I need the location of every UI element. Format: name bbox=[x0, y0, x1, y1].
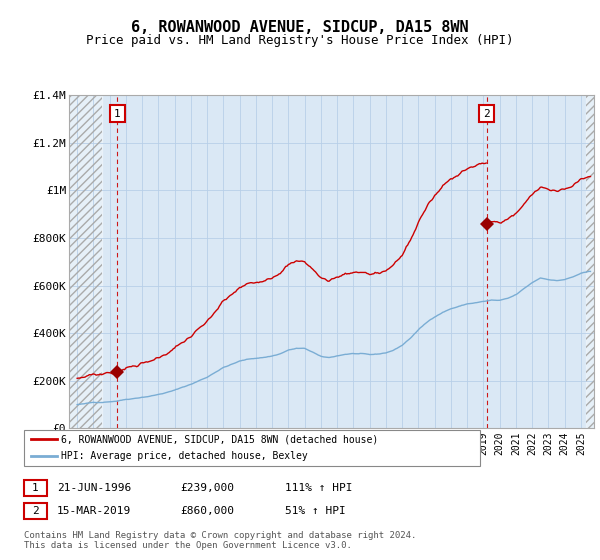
Text: £860,000: £860,000 bbox=[180, 506, 234, 516]
Text: £239,000: £239,000 bbox=[180, 483, 234, 493]
Text: Price paid vs. HM Land Registry's House Price Index (HPI): Price paid vs. HM Land Registry's House … bbox=[86, 34, 514, 46]
Text: 1: 1 bbox=[32, 483, 39, 493]
Text: 15-MAR-2019: 15-MAR-2019 bbox=[57, 506, 131, 516]
Text: 6, ROWANWOOD AVENUE, SIDCUP, DA15 8WN (detached house): 6, ROWANWOOD AVENUE, SIDCUP, DA15 8WN (d… bbox=[61, 435, 379, 444]
Text: 2: 2 bbox=[484, 109, 490, 119]
Text: 6, ROWANWOOD AVENUE, SIDCUP, DA15 8WN: 6, ROWANWOOD AVENUE, SIDCUP, DA15 8WN bbox=[131, 20, 469, 35]
Text: 1: 1 bbox=[114, 109, 121, 119]
Text: Contains HM Land Registry data © Crown copyright and database right 2024.
This d: Contains HM Land Registry data © Crown c… bbox=[24, 531, 416, 550]
Text: 21-JUN-1996: 21-JUN-1996 bbox=[57, 483, 131, 493]
Text: HPI: Average price, detached house, Bexley: HPI: Average price, detached house, Bexl… bbox=[61, 451, 308, 461]
Text: 51% ↑ HPI: 51% ↑ HPI bbox=[285, 506, 346, 516]
Text: 2: 2 bbox=[32, 506, 39, 516]
Text: 111% ↑ HPI: 111% ↑ HPI bbox=[285, 483, 353, 493]
